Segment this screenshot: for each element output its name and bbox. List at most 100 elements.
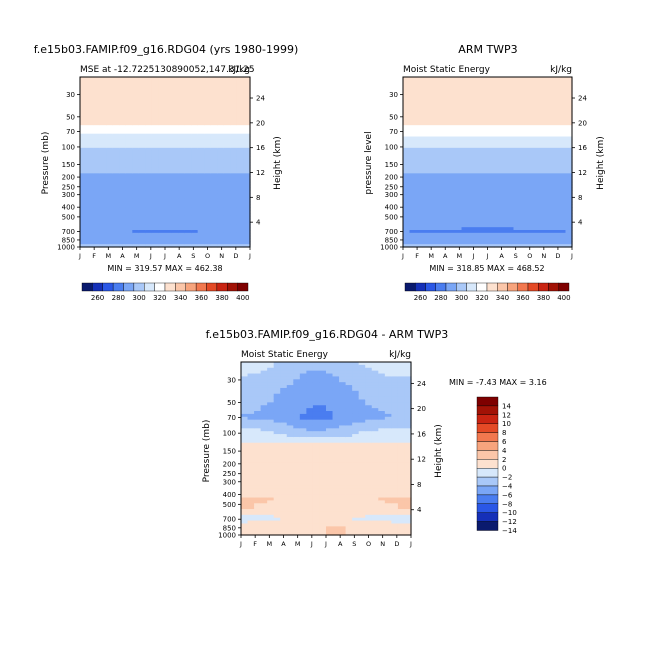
- field-cell: [247, 517, 255, 522]
- field-cell: [241, 367, 249, 372]
- field-cell: [125, 207, 133, 211]
- field-cell: [397, 373, 406, 378]
- field-cell: [539, 193, 547, 197]
- field-cell: [280, 532, 288, 536]
- field-cell: [404, 526, 412, 530]
- field-cell: [178, 99, 186, 104]
- field-cell: [494, 91, 502, 95]
- field-cell: [546, 139, 554, 143]
- field-cell: [565, 221, 573, 225]
- field-cell: [533, 179, 541, 183]
- field-cell: [552, 99, 560, 104]
- field-cell: [404, 413, 412, 418]
- colorbar-label: −6: [502, 491, 513, 499]
- field-cell: [339, 413, 347, 418]
- field-cell: [559, 235, 567, 240]
- field-cell: [197, 133, 205, 138]
- field-cell: [409, 85, 417, 89]
- field-cell: [306, 408, 314, 412]
- field-cell: [119, 173, 127, 177]
- field-cell: [365, 428, 373, 432]
- field-cell: [204, 244, 212, 248]
- field-cell: [197, 85, 205, 89]
- field-cell: [93, 215, 101, 220]
- field-cell: [204, 125, 212, 129]
- field-cell: [442, 94, 450, 98]
- colorbar-swatch: [456, 282, 467, 292]
- field-cell: [552, 96, 560, 101]
- field-cell: [358, 436, 366, 441]
- field-cell: [184, 153, 192, 157]
- field-cell: [93, 173, 101, 177]
- field-cell: [267, 454, 275, 458]
- field-cell: [474, 102, 482, 106]
- field-cell: [455, 122, 463, 126]
- field-cell: [397, 448, 406, 452]
- field-cell: [403, 99, 411, 104]
- field-cell: [254, 445, 262, 450]
- field-cell: [442, 167, 450, 172]
- field-cell: [474, 179, 482, 183]
- field-cell: [468, 173, 476, 177]
- field-cell: [345, 422, 353, 427]
- field-cell: [494, 96, 502, 101]
- field-cell: [552, 111, 560, 115]
- month-tick-label: J: [471, 252, 474, 260]
- field-cell: [125, 187, 133, 191]
- field-cell: [455, 190, 463, 194]
- field-cell: [404, 422, 412, 427]
- field-cell: [559, 227, 567, 231]
- field-cell: [230, 230, 238, 234]
- field-cell: [171, 116, 179, 121]
- field-cell: [204, 88, 212, 92]
- field-cell: [145, 179, 153, 183]
- field-cell: [273, 500, 281, 504]
- field-cell: [378, 457, 386, 461]
- month-tick-label: A: [338, 540, 343, 548]
- field-cell: [455, 79, 463, 84]
- field-cell: [236, 122, 245, 126]
- field-cell: [397, 532, 406, 536]
- field-cell: [326, 520, 334, 525]
- field-cell: [507, 215, 515, 220]
- field-cell: [243, 96, 251, 101]
- field-cell: [494, 184, 502, 189]
- field-cell: [378, 497, 386, 501]
- field-cell: [494, 235, 502, 240]
- field-cell: [474, 116, 482, 121]
- field-cell: [448, 193, 456, 197]
- colorbar-swatch: [123, 282, 135, 292]
- field-cell: [236, 99, 245, 104]
- field-cell: [332, 514, 340, 519]
- field-cell: [404, 425, 412, 429]
- field-cell: [171, 244, 179, 248]
- field-cell: [384, 439, 392, 444]
- field-cell: [422, 94, 430, 98]
- field-cell: [204, 162, 212, 166]
- field-cell: [286, 387, 294, 392]
- field-cell: [494, 196, 502, 200]
- field-cell: [565, 181, 573, 186]
- colorbar-swatch: [112, 282, 124, 292]
- field-cell: [513, 184, 521, 189]
- field-cell: [345, 454, 353, 458]
- field-cell: [345, 480, 353, 484]
- field-cell: [191, 111, 199, 115]
- field-cell: [267, 425, 275, 429]
- field-cell: [442, 164, 450, 169]
- field-cell: [280, 494, 288, 499]
- field-cell: [352, 488, 360, 493]
- field-cell: [138, 201, 146, 206]
- field-cell: [178, 193, 186, 197]
- field-cell: [267, 485, 275, 490]
- field-cell: [487, 77, 495, 81]
- field-cell: [365, 511, 373, 516]
- field-cell: [494, 230, 502, 234]
- field-cell: [138, 187, 146, 191]
- field-cell: [165, 232, 173, 237]
- field-cell: [191, 102, 199, 106]
- field-cell: [326, 442, 334, 447]
- field-cell: [247, 483, 255, 487]
- field-cell: [204, 196, 212, 200]
- field-cell: [119, 113, 127, 118]
